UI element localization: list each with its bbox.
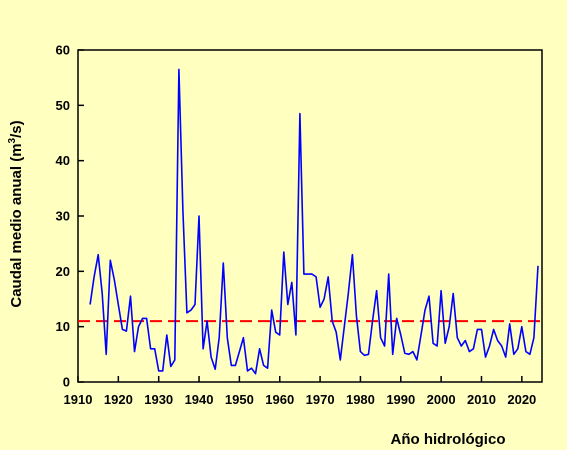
y-tick-label: 40 xyxy=(56,153,70,168)
y-tick-label: 30 xyxy=(56,209,70,224)
y-tick-label: 20 xyxy=(56,264,70,279)
y-axis-title: Caudal medio anual (m3/s) xyxy=(7,120,25,307)
x-tick-label: 2000 xyxy=(427,392,456,407)
y-tick-label: 50 xyxy=(56,98,70,113)
plot-area-border xyxy=(77,49,543,383)
y-tick-label: 10 xyxy=(56,319,70,334)
x-tick-label: 1930 xyxy=(144,392,173,407)
x-tick-label: 1960 xyxy=(265,392,294,407)
y-tick-label: 0 xyxy=(63,375,70,390)
x-tick-label: 2020 xyxy=(507,392,536,407)
y-axis-title-superscript: 3 xyxy=(7,137,18,143)
x-tick-label: 2010 xyxy=(467,392,496,407)
y-axis-title-main: Caudal medio anual (m xyxy=(8,143,25,307)
x-axis: 1910 1920 1930 1940 1950 1960 1970 1980 1990 2000… xyxy=(64,376,536,407)
x-tick-label: 1910 xyxy=(64,392,93,407)
x-tick-label: 1950 xyxy=(225,392,254,407)
x-tick-label: 1970 xyxy=(306,392,335,407)
x-tick-label: 1920 xyxy=(104,392,133,407)
x-tick-label: 1980 xyxy=(346,392,375,407)
y-axis: 0 10 20 30 40 50 60 xyxy=(56,43,84,390)
x-axis-title: Año hidrológico xyxy=(391,431,506,448)
series-group xyxy=(89,68,539,375)
y-axis-title-end: /s) xyxy=(8,120,25,138)
x-tick-label: 1990 xyxy=(386,392,415,407)
plot-frame xyxy=(77,49,543,383)
series-line-0 xyxy=(89,68,539,375)
y-tick-label: 60 xyxy=(56,43,70,58)
x-tick-label: 1940 xyxy=(185,392,214,407)
